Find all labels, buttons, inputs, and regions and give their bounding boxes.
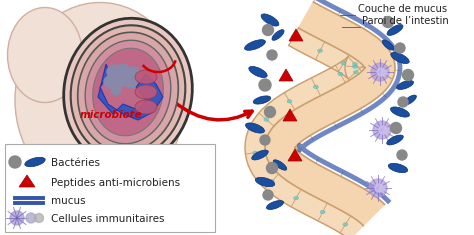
Circle shape — [10, 211, 24, 225]
Circle shape — [395, 43, 405, 53]
Ellipse shape — [391, 107, 410, 117]
Ellipse shape — [264, 118, 269, 121]
Ellipse shape — [245, 40, 265, 50]
Ellipse shape — [249, 67, 267, 78]
Circle shape — [125, 76, 137, 88]
Circle shape — [117, 64, 129, 76]
Ellipse shape — [383, 40, 394, 50]
Ellipse shape — [246, 123, 264, 133]
Circle shape — [379, 126, 387, 134]
Circle shape — [383, 16, 393, 27]
Circle shape — [104, 76, 116, 88]
Circle shape — [402, 70, 413, 81]
Ellipse shape — [291, 35, 296, 39]
Ellipse shape — [135, 70, 157, 84]
FancyBboxPatch shape — [5, 144, 215, 232]
Polygon shape — [265, 2, 395, 226]
Circle shape — [267, 50, 277, 60]
Ellipse shape — [318, 49, 322, 52]
Ellipse shape — [135, 100, 157, 114]
Text: mucus: mucus — [51, 196, 86, 206]
Circle shape — [373, 121, 391, 139]
Circle shape — [369, 179, 387, 197]
Circle shape — [260, 135, 270, 145]
Text: microbiote: microbiote — [80, 110, 143, 120]
Circle shape — [381, 70, 387, 76]
Circle shape — [375, 184, 383, 192]
Ellipse shape — [78, 32, 178, 152]
Circle shape — [126, 67, 140, 81]
Circle shape — [379, 186, 385, 192]
Text: Bactéries: Bactéries — [51, 158, 100, 168]
Circle shape — [111, 85, 121, 95]
Ellipse shape — [135, 85, 157, 99]
Ellipse shape — [353, 62, 357, 66]
Circle shape — [263, 24, 273, 35]
Circle shape — [398, 97, 408, 107]
Ellipse shape — [313, 85, 319, 89]
Ellipse shape — [269, 180, 274, 183]
Ellipse shape — [93, 48, 164, 136]
Circle shape — [113, 73, 127, 87]
Circle shape — [371, 63, 389, 81]
Circle shape — [377, 68, 385, 76]
Polygon shape — [98, 64, 163, 120]
Circle shape — [9, 156, 21, 168]
Polygon shape — [289, 29, 303, 41]
Circle shape — [264, 106, 275, 118]
Ellipse shape — [255, 177, 275, 187]
Ellipse shape — [252, 150, 268, 160]
Ellipse shape — [253, 96, 271, 104]
Polygon shape — [288, 149, 302, 161]
Ellipse shape — [64, 18, 192, 166]
Ellipse shape — [85, 40, 171, 144]
Circle shape — [266, 162, 277, 173]
Ellipse shape — [404, 95, 416, 105]
Ellipse shape — [253, 151, 258, 154]
Ellipse shape — [272, 30, 284, 40]
Ellipse shape — [15, 3, 185, 197]
Ellipse shape — [71, 25, 185, 159]
Ellipse shape — [343, 223, 348, 226]
Ellipse shape — [266, 200, 283, 210]
Ellipse shape — [287, 99, 292, 103]
Ellipse shape — [293, 196, 299, 200]
Ellipse shape — [387, 25, 403, 35]
Circle shape — [397, 150, 407, 160]
Ellipse shape — [338, 72, 343, 76]
Ellipse shape — [388, 163, 408, 173]
Text: Peptides anti-microbiens: Peptides anti-microbiens — [51, 178, 180, 188]
Polygon shape — [245, 28, 365, 235]
Ellipse shape — [320, 210, 325, 214]
Polygon shape — [279, 69, 293, 81]
Ellipse shape — [25, 157, 45, 167]
Polygon shape — [283, 109, 297, 121]
Circle shape — [26, 213, 36, 223]
Ellipse shape — [396, 81, 413, 90]
Circle shape — [383, 128, 389, 134]
Ellipse shape — [391, 52, 409, 64]
Circle shape — [35, 214, 44, 223]
Ellipse shape — [261, 14, 279, 26]
Text: Couche de mucus: Couche de mucus — [358, 4, 447, 14]
Ellipse shape — [273, 160, 287, 170]
Text: Paroi de l’intestin: Paroi de l’intestin — [362, 16, 449, 26]
Polygon shape — [19, 175, 35, 187]
Ellipse shape — [387, 135, 403, 145]
Text: Cellules immunitaires: Cellules immunitaires — [51, 214, 164, 224]
Circle shape — [259, 79, 271, 91]
Circle shape — [391, 122, 401, 133]
Circle shape — [263, 190, 273, 200]
Ellipse shape — [341, 62, 346, 65]
Ellipse shape — [353, 65, 357, 69]
Ellipse shape — [8, 8, 82, 102]
Circle shape — [107, 65, 121, 79]
Ellipse shape — [353, 70, 358, 74]
